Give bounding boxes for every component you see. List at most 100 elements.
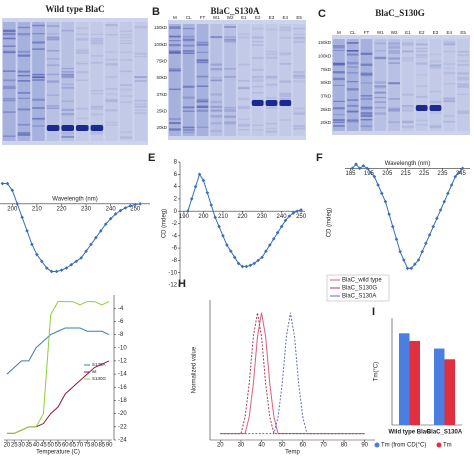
band (265, 75, 278, 78)
band (333, 63, 345, 66)
x-tick-label: 200 (198, 214, 209, 220)
band (169, 35, 181, 38)
band (265, 106, 278, 108)
band (346, 41, 359, 44)
band (402, 120, 414, 123)
band (182, 52, 195, 54)
band (32, 98, 45, 101)
band (360, 114, 373, 117)
band (415, 63, 428, 66)
lane (457, 39, 469, 131)
lane-label: M (173, 15, 177, 20)
band (402, 121, 414, 124)
point (350, 166, 355, 171)
band (224, 121, 236, 124)
point (354, 162, 358, 166)
legend-box (326, 274, 390, 302)
band (360, 95, 373, 97)
band (134, 99, 147, 102)
point (128, 204, 133, 208)
band (17, 54, 31, 57)
band (251, 91, 264, 94)
point (40, 259, 44, 264)
point (5, 181, 10, 186)
band (333, 77, 345, 81)
panel-letter: C (318, 8, 326, 20)
y-tick-label: -4 (118, 306, 124, 312)
band (374, 57, 387, 60)
band (90, 132, 104, 135)
point (113, 212, 118, 216)
band (293, 40, 305, 43)
band (293, 125, 305, 128)
band (61, 29, 74, 32)
band (134, 109, 147, 111)
point (244, 264, 249, 269)
band (61, 135, 74, 138)
point (387, 212, 391, 216)
x-tick-label: 65 (69, 443, 76, 449)
gel (332, 35, 470, 135)
band (224, 115, 236, 118)
y-tick-label: 2 (174, 196, 178, 202)
band (265, 76, 278, 79)
x-tick-label: 190 (179, 214, 190, 220)
x-tick-label: 80 (91, 443, 98, 449)
point (49, 269, 54, 274)
band (457, 73, 469, 75)
band (3, 87, 16, 90)
point (376, 183, 380, 187)
band (76, 27, 89, 30)
band (3, 32, 16, 36)
band (429, 100, 442, 102)
band (196, 105, 209, 108)
band (293, 76, 305, 79)
band (333, 119, 345, 121)
band (457, 84, 469, 87)
band (224, 26, 236, 28)
band (224, 123, 236, 125)
band (279, 80, 292, 83)
band (265, 50, 278, 53)
band (119, 40, 133, 42)
band (169, 51, 181, 54)
band (415, 62, 428, 64)
y-tick-label: 0 (174, 209, 178, 215)
y-tick-label: -10 (168, 270, 177, 276)
band (61, 132, 74, 135)
point (295, 209, 299, 213)
band (17, 80, 31, 82)
band (374, 96, 387, 99)
band (346, 118, 359, 122)
band (238, 118, 250, 120)
band (134, 25, 147, 29)
lane (3, 22, 16, 141)
band (224, 38, 236, 41)
lane (169, 24, 181, 136)
band (46, 39, 60, 41)
band (17, 131, 31, 134)
y-tick-label: -8 (118, 332, 124, 338)
band (265, 100, 278, 106)
band (17, 97, 31, 99)
band (32, 77, 45, 79)
band (169, 68, 181, 71)
band (388, 47, 400, 49)
point (209, 203, 214, 207)
lane-label: E1 (405, 30, 411, 35)
band (374, 57, 387, 59)
mw-label: 20kD (320, 120, 331, 125)
band (76, 71, 89, 74)
gel (168, 20, 306, 140)
band (17, 50, 31, 53)
point (357, 166, 362, 171)
y-axis-label: CD (mdeg) (162, 209, 168, 238)
y-tick-label: -20 (118, 411, 127, 417)
mw-label: 150kD (318, 40, 332, 45)
band (429, 67, 442, 69)
point (427, 233, 432, 237)
band (169, 44, 181, 47)
lane (429, 39, 442, 131)
band (293, 36, 305, 40)
x-axis-label: Wavelength (nm) (52, 196, 97, 202)
